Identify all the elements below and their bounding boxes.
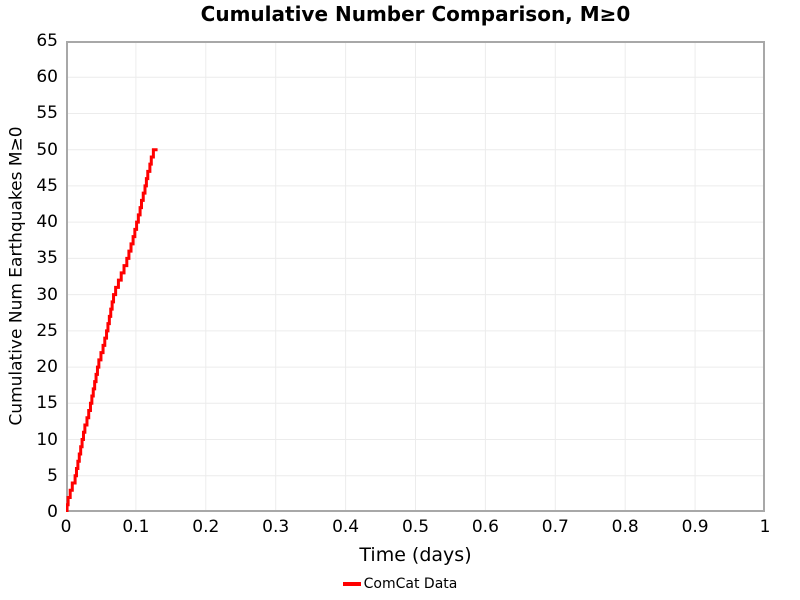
y-tick-35: 35 (36, 248, 58, 269)
y-tick-10: 10 (36, 429, 58, 450)
plot-area (66, 41, 765, 512)
y-tick-20: 20 (36, 357, 58, 378)
legend-label: ComCat Data (363, 576, 458, 592)
x-tick-1: 1 (759, 517, 771, 537)
x-tick-0.5: 0.5 (401, 517, 430, 537)
y-tick-60: 60 (36, 67, 58, 88)
plot-frame (66, 41, 765, 512)
y-tick-65: 65 (36, 31, 58, 51)
legend-line-swatch (342, 582, 361, 586)
x-tick-0.7: 0.7 (541, 517, 569, 537)
x-tick-0: 0 (60, 517, 72, 537)
x-tick-0.9: 0.9 (681, 517, 709, 537)
y-tick-5: 5 (47, 465, 58, 486)
y-tick-40: 40 (36, 212, 58, 233)
x-tick-0.1: 0.1 (122, 517, 150, 537)
y-tick-15: 15 (36, 393, 58, 414)
y-tick-0: 0 (47, 502, 58, 522)
x-tick-0.3: 0.3 (262, 517, 290, 537)
x-tick-0.4: 0.4 (332, 517, 360, 537)
comcat-step-line (66, 148, 158, 512)
chart-title: Cumulative Number Comparison, M≥0 (200, 2, 631, 26)
grid-lines (66, 41, 765, 512)
legend-item-comcat: ComCat Data (342, 575, 458, 593)
y-tick-45: 45 (36, 175, 58, 196)
y-tick-55: 55 (36, 103, 58, 124)
x-axis-label: Time (days) (359, 544, 472, 566)
x-tick-0.8: 0.8 (611, 517, 639, 537)
y-tick-30: 30 (36, 284, 58, 305)
x-tick-0.6: 0.6 (471, 517, 499, 537)
legend: ComCat Data (0, 575, 800, 593)
x-tick-0.2: 0.2 (192, 517, 220, 537)
y-tick-50: 50 (36, 139, 58, 160)
y-tick-25: 25 (36, 320, 58, 341)
